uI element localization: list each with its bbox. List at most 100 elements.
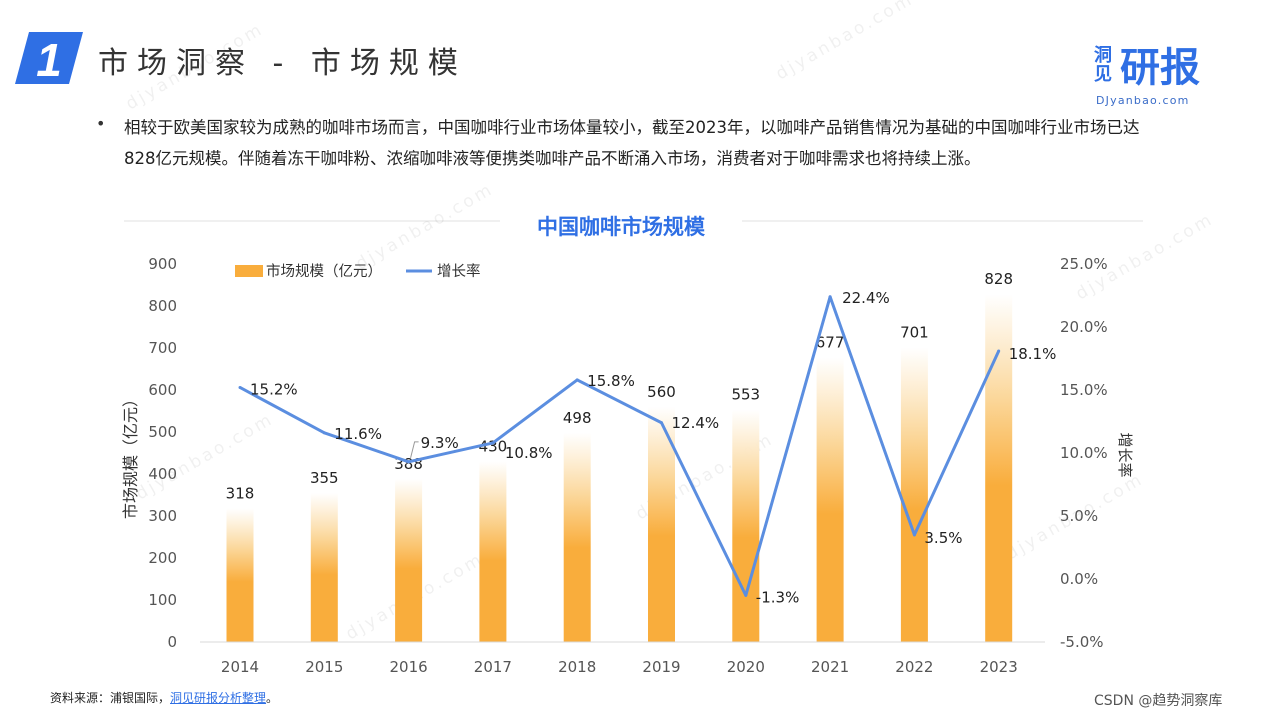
y-tick-label: 700 [148, 339, 177, 357]
legend-bar-swatch [235, 265, 263, 277]
growth-value-label: 15.2% [250, 380, 298, 398]
y2-tick-label: 0.0% [1060, 570, 1098, 588]
bar-2019 [648, 406, 675, 642]
y2-axis-title: 增长率 [1116, 432, 1134, 477]
bar-2015 [310, 492, 338, 642]
bar-2021 [816, 357, 844, 642]
growth-value-label: 15.8% [587, 372, 635, 390]
bar-value-label: 430 [479, 437, 508, 455]
y-tick-label: 0 [167, 633, 177, 651]
bullet-marker: • [96, 114, 106, 133]
bar-2014 [226, 508, 254, 642]
y-axis-title: 市场规模（亿元） [121, 391, 140, 519]
badge-shape [15, 32, 83, 84]
brand-logo: 洞见 研报 DJyanbao.com [1094, 46, 1214, 112]
legend-bar-label: 市场规模（亿元） [266, 263, 382, 280]
y-tick-label: 800 [148, 297, 177, 315]
bar-value-label: 553 [731, 386, 760, 404]
growth-point-2014 [238, 385, 242, 389]
watermark-text: djyanbao.com [773, 0, 918, 84]
brand-url: DJyanbao.com [1096, 94, 1190, 107]
growth-point-2017 [491, 441, 495, 445]
bar-value-label: 318 [226, 484, 255, 502]
bar-2022 [900, 347, 928, 642]
growth-point-2018 [575, 378, 579, 382]
watermark-text: djyanbao.com [123, 19, 268, 114]
growth-point-2016 [407, 460, 411, 464]
y-tick-label: 500 [148, 423, 177, 441]
growth-value-label: 18.1% [1009, 345, 1057, 363]
label-leader-line [410, 441, 419, 458]
y2-tick-label: -5.0% [1060, 633, 1104, 651]
x-tick-label: 2022 [895, 658, 933, 676]
page-title: 市场洞察 - 市场规模 [98, 46, 467, 81]
growth-point-2019 [660, 421, 663, 425]
bar-value-label: 498 [563, 409, 592, 427]
y-tick-label: 600 [148, 381, 177, 399]
y-tick-label: 900 [148, 255, 177, 273]
growth-value-label: 11.6% [334, 425, 382, 443]
source-link[interactable]: 洞见研报分析整理 [170, 691, 267, 705]
watermark-text: djyanbao.com [353, 179, 498, 274]
bullet-text: 相较于欧美国家较为成熟的咖啡市场而言，中国咖啡行业市场体量较小，截至2023年，… [124, 118, 1140, 168]
bar-2020 [732, 409, 760, 642]
growth-value-label: 10.8% [505, 444, 553, 462]
x-tick-label: 2021 [811, 658, 849, 676]
x-tick-label: 2018 [558, 658, 596, 676]
growth-line-layer [238, 295, 1001, 597]
bar-value-label: 355 [310, 469, 339, 487]
growth-value-label: 9.3% [421, 434, 459, 452]
growth-value-label: 3.5% [924, 529, 962, 547]
source-suffix: 。 [266, 691, 279, 705]
y-tick-label: 200 [148, 549, 177, 567]
bar-2017 [479, 461, 507, 642]
x-tick-label: 2023 [980, 658, 1018, 676]
bar-value-label: 701 [900, 324, 929, 342]
x-tick-label: 2014 [221, 658, 259, 676]
chart-title: 中国咖啡市场规模 [537, 215, 706, 239]
x-tick-label: 2015 [305, 658, 343, 676]
growth-point-2020 [744, 593, 748, 597]
x-tick-label: 2016 [390, 658, 428, 676]
y2-tick-label: 20.0% [1060, 318, 1108, 336]
source-prefix: 资料来源：浦银国际， [50, 691, 171, 705]
y2-tick-label: 15.0% [1060, 381, 1108, 399]
growth-value-label: 22.4% [842, 289, 890, 307]
bar-value-label: 828 [984, 270, 1013, 288]
bars [226, 294, 1013, 642]
x-tick-label: 2019 [642, 658, 680, 676]
growth-value-label: 12.4% [672, 414, 720, 432]
y-tick-label: 400 [148, 465, 177, 483]
y2-tick-label: 5.0% [1060, 507, 1098, 525]
growth-point-2023 [997, 349, 1001, 353]
y2-axis-ticks: -5.0% 0.0% 5.0% 10.0% 15.0% 20.0% 25.0% [1060, 255, 1108, 651]
y-tick-label: 100 [148, 591, 177, 609]
section-number-badge: 1 [15, 32, 83, 84]
legend-line-label: 增长率 [437, 263, 481, 280]
bar-value-label: 560 [647, 383, 676, 401]
growth-value-labels: 15.2% 11.6% 9.3% 10.8% 15.8% 12.4% -1.3% 22.4% 3… [250, 289, 1056, 607]
growth-value-label: -1.3% [756, 588, 800, 606]
footer-credit: CSDN @趋势洞察库 [1094, 693, 1223, 709]
footer-source: 资料来源：浦银国际，洞见研报分析整理。 [50, 689, 278, 706]
y-axis-ticks: 0 100 200 300 400 500 600 700 800 900 [148, 255, 177, 651]
y-tick-label: 300 [148, 507, 177, 525]
x-tick-label: 2020 [727, 658, 765, 676]
y2-tick-label: 10.0% [1060, 444, 1108, 462]
brand-small-text: 洞见 [1094, 45, 1112, 85]
growth-point-2022 [912, 533, 916, 537]
bar-2018 [563, 432, 591, 642]
bar-2016 [395, 479, 423, 642]
y2-tick-label: 25.0% [1060, 255, 1108, 273]
growth-point-2021 [828, 295, 832, 299]
growth-point-2015 [322, 431, 326, 435]
x-axis-ticks: 2014 2015 2016 2017 2018 2019 2020 2021 2022 2023 [221, 658, 1018, 676]
bar-value-label: 677 [816, 334, 845, 352]
legend: 市场规模（亿元） 增长率 [235, 263, 481, 280]
section-number: 1 [36, 34, 62, 84]
axis-titles: 市场规模（亿元） 增长率 [121, 391, 1134, 519]
brand-big-text: 研报 [1120, 45, 1200, 91]
